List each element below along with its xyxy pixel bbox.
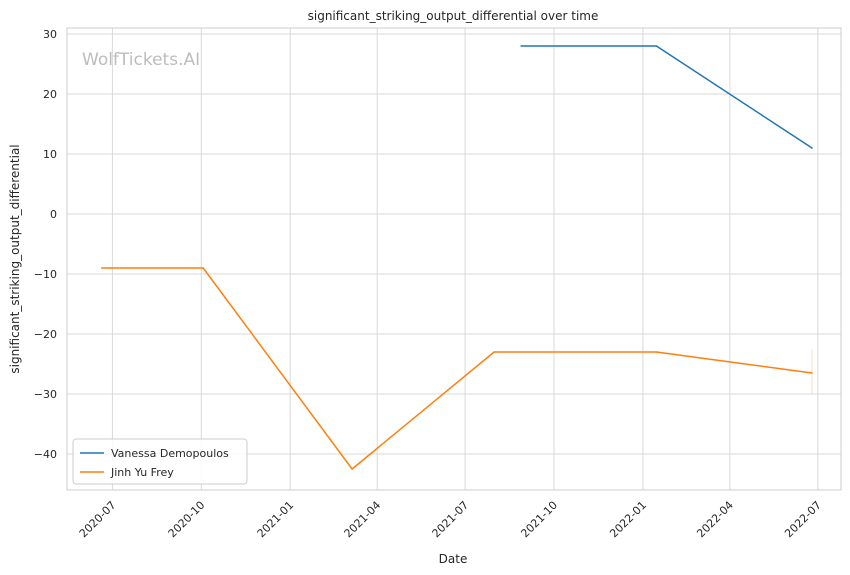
x-tick-label: 2022-07 [782,499,824,541]
series-line-1 [521,45,813,149]
chart-title: significant_striking_output_differential… [308,9,599,23]
plot-area-frame [66,27,842,491]
x-axis-ticks: 2020-07 2020-10 2021-01 2021-04 2021-07 2021-… [77,499,824,541]
y-tick-label: −10 [34,268,57,281]
series-2-point [202,267,205,269]
x-axis-title: Date [439,552,468,566]
legend-box [72,438,248,485]
series-2-point [811,372,813,374]
series-1-point [811,147,813,149]
legend-label-1: Vanessa Demopoulos [111,447,229,460]
series-2-point [493,351,495,353]
series-2-point [100,267,103,269]
series-2-point [351,468,353,470]
y-tick-label: 0 [50,208,57,221]
x-tick-label: 2022-01 [607,499,649,541]
y-tick-label: −40 [34,448,57,461]
y-tick-label: −20 [34,328,57,341]
watermark: WolfTickets.AI [82,50,200,70]
legend: Vanessa Demopoulos Jinh Yu Frey [72,438,248,485]
y-axis-title: significant_striking_output_differential [8,144,22,373]
y-tick-label: 10 [43,148,57,161]
y-tick-label: 20 [43,88,57,101]
series-1-point [520,45,522,47]
series-line-2 [101,267,813,470]
x-tick-label: 2020-10 [166,499,208,541]
x-tick-label: 2021-01 [255,499,297,541]
series-lines [100,45,813,470]
x-tick-label: 2022-04 [694,499,736,541]
series-1-point [655,45,658,47]
y-axis-ticks: 30 20 10 0 −10 −20 −30 −40 [34,28,57,461]
x-tick-label: 2021-07 [430,499,472,541]
y-tick-label: −30 [34,388,57,401]
grid [67,28,841,490]
series-2-point [655,351,658,353]
x-tick-label: 2020-07 [77,499,119,541]
legend-label-2: Jinh Yu Frey [110,466,174,479]
x-tick-label: 2021-10 [518,499,560,541]
y-tick-label: 30 [43,28,57,41]
x-tick-label: 2021-04 [342,499,384,541]
